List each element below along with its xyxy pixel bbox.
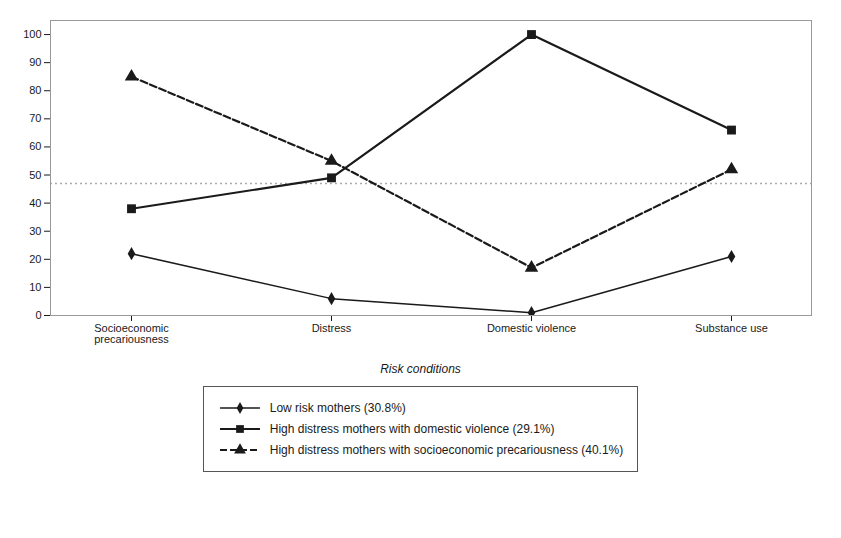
svg-text:Substance use: Substance use (695, 322, 768, 334)
svg-text:30: 30 (29, 225, 41, 237)
svg-text:60: 60 (29, 140, 41, 152)
svg-text:40: 40 (29, 197, 41, 209)
html-text:Risk conditions: Risk conditions (380, 362, 461, 376)
svg-text:50: 50 (29, 169, 41, 181)
svg-text:80: 80 (29, 84, 41, 96)
html-text:High distress mothers with soc: High distress mothers with socioeconomic… (269, 443, 624, 457)
svg-text:10: 10 (29, 281, 41, 293)
svg-text:Domestic violence: Domestic violence (487, 322, 576, 334)
html-text:Low risk mothers (30.8%): Low risk mothers (30.8%) (269, 401, 406, 415)
svg-text:Socioeconomicprecariousness: Socioeconomicprecariousness (94, 322, 169, 345)
svg-text:0: 0 (35, 309, 41, 321)
html-text:High distress mothers with dom: High distress mothers with domestic viol… (269, 422, 555, 436)
svg-text:Distress: Distress (312, 322, 352, 334)
svg-text:20: 20 (29, 253, 41, 265)
svg-text:100: 100 (23, 28, 41, 40)
svg-text:90: 90 (29, 56, 41, 68)
svg-text:70: 70 (29, 112, 41, 124)
